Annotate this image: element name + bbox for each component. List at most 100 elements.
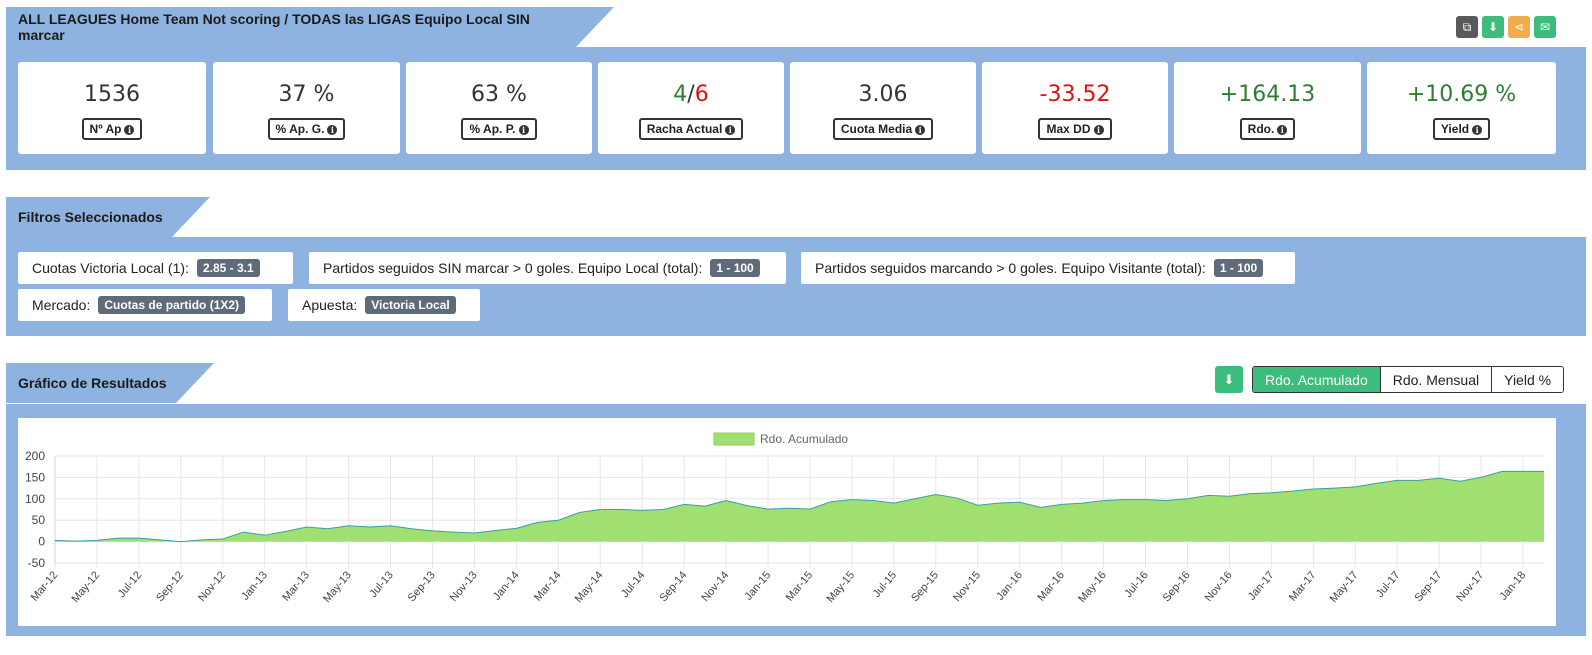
info-icon: i xyxy=(518,125,529,135)
streak-loss: 6 xyxy=(694,82,709,107)
copy-icon: ⧉ xyxy=(1462,19,1472,34)
y-tick-label: 50 xyxy=(32,513,46,527)
chart-container: -50 0 50 100 150 200 Mar-12 May-12 Jul-12 Sep-12… xyxy=(18,418,1556,626)
stat-label[interactable]: % Ap. G. i xyxy=(267,118,346,140)
stat-label[interactable]: Nº Ap i xyxy=(81,118,143,140)
stat-label-text: % Ap. P. xyxy=(469,122,516,136)
stat-value: 37 % xyxy=(278,82,335,107)
series-area xyxy=(55,471,1544,542)
stat-value: 1536 xyxy=(84,82,140,107)
stat-label-text: Cuota Media xyxy=(840,122,913,136)
stat-label[interactable]: % Ap. P. i xyxy=(461,118,537,140)
chart-mode-toggle: Rdo. Acumulado Rdo. Mensual Yield % xyxy=(1252,366,1565,393)
x-tick-label: Mar-17 xyxy=(1287,569,1319,603)
stat-card-yield: +10.69 % Yield i xyxy=(1367,62,1556,154)
x-tick-label: Sep-14 xyxy=(657,569,689,604)
stat-label-text: Yield xyxy=(1440,122,1470,136)
filters-panel: Cuotas Victoria Local (1): 2.85 - 3.1 Pa… xyxy=(6,237,1586,336)
filter-badge: Cuotas de partido (1X2) xyxy=(98,296,246,314)
filter-mercado: Mercado: Cuotas de partido (1X2) xyxy=(18,289,272,321)
stat-label[interactable]: Yield i xyxy=(1432,118,1491,140)
toggle-rdo-mensual[interactable]: Rdo. Mensual xyxy=(1379,367,1492,392)
download-icon: ⬇ xyxy=(1223,371,1235,387)
filter-label: Mercado: xyxy=(32,297,91,313)
y-tick-label: 100 xyxy=(25,492,45,506)
filter-label: Partidos seguidos SIN marcar > 0 goles. … xyxy=(323,260,703,276)
info-icon: i xyxy=(1472,125,1483,135)
x-tick-label: Nov-17 xyxy=(1454,569,1486,604)
stat-card-max-dd: -33.52 Max DD i xyxy=(982,62,1168,154)
x-tick-label: May-14 xyxy=(573,569,606,605)
toggle-yield[interactable]: Yield % xyxy=(1491,367,1564,392)
x-tick-label: Nov-12 xyxy=(196,569,228,604)
stat-label[interactable]: Max DD i xyxy=(1038,118,1112,140)
x-tick-label: Mar-16 xyxy=(1035,569,1067,603)
info-icon: i xyxy=(725,125,736,135)
x-tick-label: Jan-13 xyxy=(239,569,270,602)
stat-label[interactable]: Racha Actual i xyxy=(638,118,744,140)
chart-legend: Rdo. Acumulado xyxy=(713,432,848,446)
x-tick-label: Jan-14 xyxy=(491,569,522,602)
x-tick-label: Sep-12 xyxy=(154,569,186,604)
streak-sep: / xyxy=(687,82,695,107)
filter-badge: 2.85 - 3.1 xyxy=(196,259,260,277)
filter-badge: 1 - 100 xyxy=(1213,259,1264,277)
x-tick-label: Nov-15 xyxy=(951,569,983,604)
x-tick-label: Jul-16 xyxy=(1122,569,1150,600)
filter-apuesta: Apuesta: Victoria Local xyxy=(288,289,480,321)
info-icon: i xyxy=(327,125,338,135)
x-tick-label: Jul-12 xyxy=(116,569,144,600)
results-tab: Gráfico de Resultados xyxy=(6,363,214,403)
x-tick-label: May-16 xyxy=(1076,569,1109,605)
stat-label[interactable]: Cuota Media i xyxy=(832,118,934,140)
x-tick-label: Jan-15 xyxy=(743,569,774,602)
x-tick-label: Sep-16 xyxy=(1161,569,1193,604)
stat-label-text: Racha Actual xyxy=(646,122,723,136)
email-button[interactable]: ✉ xyxy=(1534,16,1556,38)
x-tick-label: May-13 xyxy=(321,569,354,605)
x-tick-label: May-15 xyxy=(824,569,857,605)
stat-label-text: % Ap. G. xyxy=(275,122,325,136)
filter-local-sin-marcar: Partidos seguidos SIN marcar > 0 goles. … xyxy=(309,252,786,284)
filter-visitante-marcando: Partidos seguidos marcando > 0 goles. Eq… xyxy=(801,252,1295,284)
chart-x-axis: Mar-12 May-12 Jul-12 Sep-12 Nov-12 Jan-13 Mar-… xyxy=(29,569,1529,605)
x-tick-label: Sep-13 xyxy=(406,569,438,604)
x-tick-label: May-17 xyxy=(1328,569,1361,605)
legend-swatch[interactable] xyxy=(713,432,755,446)
info-icon: i xyxy=(915,125,926,135)
stat-card-ap-g: 37 % % Ap. G. i xyxy=(213,62,400,154)
x-tick-label: Jul-17 xyxy=(1374,569,1402,600)
stat-label[interactable]: Rdo. i xyxy=(1239,118,1296,140)
share-icon: ⋖ xyxy=(1513,20,1525,34)
page-title: ALL LEAGUES Home Team Not scoring / TODA… xyxy=(18,11,530,43)
x-tick-label: Mar-15 xyxy=(784,569,816,603)
filter-badge: 1 - 100 xyxy=(710,259,760,277)
x-tick-label: Jan-16 xyxy=(994,569,1025,602)
filter-label: Cuotas Victoria Local (1): xyxy=(32,260,189,276)
x-tick-label: May-12 xyxy=(69,569,102,605)
results-title: Gráfico de Resultados xyxy=(18,375,167,391)
email-icon: ✉ xyxy=(1539,20,1551,34)
chart-y-axis: -50 0 50 100 150 200 xyxy=(25,449,45,570)
stat-label-text: Rdo. xyxy=(1247,122,1275,136)
info-icon: i xyxy=(1277,125,1288,135)
x-tick-label: Sep-17 xyxy=(1412,569,1444,604)
download-icon: ⬇ xyxy=(1487,20,1499,34)
stat-value: 3.06 xyxy=(858,82,908,107)
page-title-tab: ALL LEAGUES Home Team Not scoring / TODA… xyxy=(6,7,614,47)
stats-panel: 1536 Nº Ap i 37 % % Ap. G. i 63 % % Ap. P.… xyxy=(6,47,1586,170)
download-button[interactable]: ⬇ xyxy=(1482,16,1504,38)
x-tick-label: Nov-16 xyxy=(1203,569,1235,604)
stat-label-text: Nº Ap xyxy=(89,122,122,136)
stat-value: -33.52 xyxy=(1039,82,1111,107)
streak-win: 4 xyxy=(673,82,688,107)
filters-tab: Filtros Seleccionados xyxy=(6,197,210,237)
copy-button[interactable]: ⧉ xyxy=(1456,16,1478,38)
chart-download-button[interactable]: ⬇ xyxy=(1215,366,1243,393)
stat-value: +10.69 % xyxy=(1406,82,1517,107)
x-tick-label: Jan-17 xyxy=(1246,569,1277,602)
x-tick-label: Jul-15 xyxy=(871,569,899,600)
y-tick-label: -50 xyxy=(28,556,46,570)
toggle-rdo-acumulado[interactable]: Rdo. Acumulado xyxy=(1253,367,1380,392)
share-button[interactable]: ⋖ xyxy=(1508,16,1530,38)
